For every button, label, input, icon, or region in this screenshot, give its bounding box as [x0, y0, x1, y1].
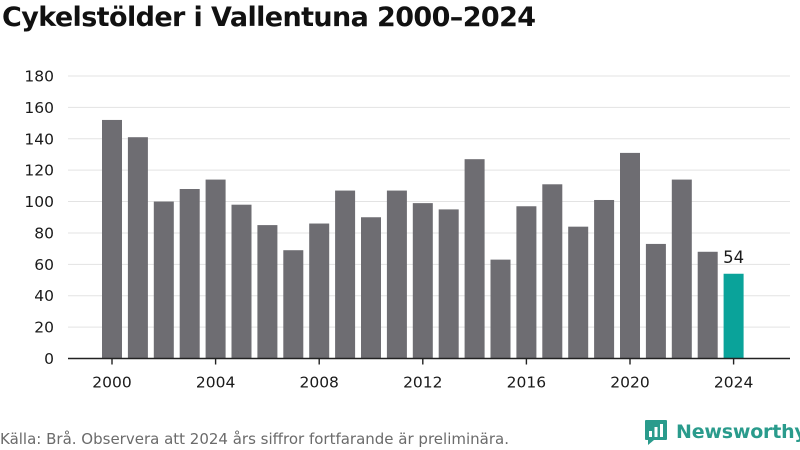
bar — [231, 204, 252, 359]
newsworthy-logo-icon — [645, 420, 667, 445]
y-tick-label: 120 — [24, 162, 54, 180]
y-tick-label: 60 — [34, 256, 54, 274]
bar — [542, 184, 563, 359]
bar — [620, 152, 640, 359]
bar — [464, 159, 485, 359]
chart-title: Cykelstölder i Vallentuna 2000–2024 — [2, 2, 536, 33]
x-tick-label: 2020 — [610, 374, 649, 392]
source-note: Källa: Brå. Observera att 2024 års siffr… — [0, 430, 509, 448]
data-label: 54 — [723, 248, 744, 267]
x-tick-label: 2004 — [196, 374, 235, 392]
y-tick-label: 100 — [24, 193, 54, 211]
y-tick-label: 0 — [44, 350, 54, 368]
bar — [671, 179, 692, 359]
bar — [490, 259, 511, 359]
bar — [283, 250, 304, 359]
bar — [386, 190, 407, 359]
bar — [127, 137, 148, 359]
y-tick-label: 20 — [34, 319, 54, 337]
y-tick-label: 180 — [24, 68, 54, 86]
bar — [568, 226, 589, 359]
brand-logo[interactable]: Newsworthy — [644, 418, 800, 446]
y-axis-ticks: 0 20 40 60 80 100 120 140 160 180 — [24, 68, 54, 369]
bar — [205, 179, 226, 359]
bar — [594, 199, 615, 359]
bar — [102, 119, 122, 359]
x-tick-label: 2016 — [507, 374, 546, 392]
y-tick-label: 80 — [34, 224, 54, 242]
brand-name: Newsworthy — [676, 421, 800, 443]
bar — [645, 243, 666, 359]
x-tick-label: 2012 — [403, 374, 442, 392]
y-tick-label: 140 — [24, 130, 54, 148]
bar — [438, 209, 459, 359]
bar — [697, 251, 718, 359]
bar — [516, 206, 537, 359]
bar — [335, 190, 356, 359]
x-tick-label: 2000 — [92, 374, 131, 392]
bar — [361, 217, 381, 359]
bar-highlight — [723, 273, 744, 359]
bar — [179, 189, 200, 359]
x-tick-label: 2008 — [299, 374, 338, 392]
bar — [153, 201, 174, 359]
bars — [102, 119, 744, 359]
bar — [412, 203, 433, 359]
bar — [309, 223, 330, 359]
x-tick-label: 2024 — [714, 374, 753, 392]
data-labels: 54 — [723, 248, 744, 267]
bar-chart: 0 20 40 60 80 100 120 140 160 180 2000 2004 2008 201… — [24, 68, 790, 392]
y-tick-label: 160 — [24, 99, 54, 117]
y-tick-label: 40 — [34, 287, 54, 305]
bar — [257, 225, 278, 359]
x-axis-ticks: 2000 2004 2008 2012 2016 2020 2024 — [92, 358, 753, 392]
